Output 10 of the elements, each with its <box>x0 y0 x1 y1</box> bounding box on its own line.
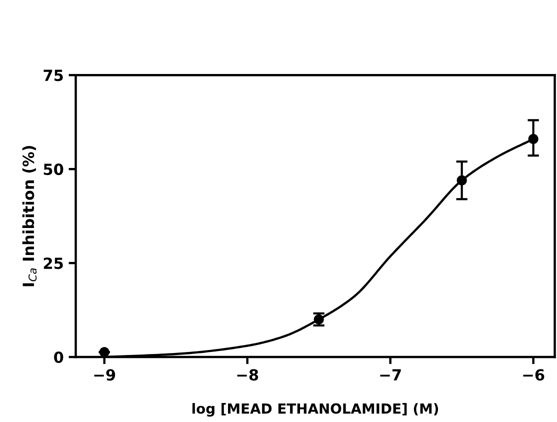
y-tick-label: 75 <box>44 70 63 82</box>
x-tick-label: −7 <box>380 369 401 380</box>
x-tick-label: −6 <box>523 369 544 381</box>
x-tick-label: −9 <box>94 369 116 381</box>
y-tick-label: 25 <box>44 258 63 270</box>
x-axis-title: log [MEAD ETHANOLAMIDE] (M) <box>192 403 438 417</box>
y-tick-label: 50 <box>44 164 64 176</box>
y-axis-title: I$_{Ca}$ Inhibition (%) <box>22 146 37 286</box>
x-tick-label: −8 <box>237 369 258 381</box>
y-tick-label: 0 <box>54 351 64 364</box>
